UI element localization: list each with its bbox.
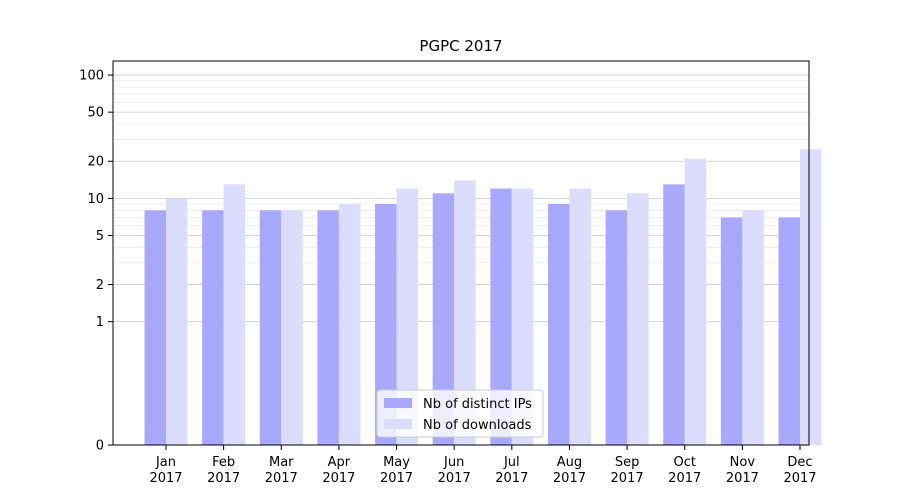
x-tick-label-month: Oct [673,455,695,470]
x-tick-label-month: Nov [730,455,756,470]
x-tick-label-year: 2017 [265,471,298,486]
x-tick-label-year: 2017 [438,471,471,486]
legend-box [376,389,544,438]
bar-distinct-ips [259,210,282,445]
y-tick-label: 1 [96,315,104,330]
x-tick-label-month: May [383,455,410,470]
x-tick-label-month: Feb [212,455,235,470]
bar-downloads [338,204,361,445]
bar-distinct-ips [778,217,800,445]
x-axis: Jan2017Feb2017Mar2017Apr2017May2017Jun20… [149,445,817,486]
bar-distinct-ips [144,210,166,445]
bar-distinct-ips [490,188,512,446]
x-tick-label-month: Jun [443,455,464,470]
x-tick-label-year: 2017 [207,471,240,486]
x-tick-label-year: 2017 [322,471,355,486]
legend-label: Nb of distinct IPs [423,397,532,412]
y-tick-label: 0 [96,439,104,454]
bar-downloads [511,188,534,446]
bars [144,149,822,446]
bar-distinct-ips [375,204,397,445]
x-tick-label-year: 2017 [611,471,644,486]
x-tick-label-month: Jul [503,455,520,470]
bar-downloads [684,158,707,445]
y-tick-label: 2 [96,278,104,293]
y-tick-label: 10 [87,192,104,207]
x-tick-label-month: Apr [328,455,351,470]
bar-downloads [569,188,591,446]
x-tick-label-year: 2017 [668,471,701,486]
bar-distinct-ips [317,210,339,445]
x-tick-label-month: Mar [269,455,294,470]
bar-downloads [166,198,188,445]
legend-label: Nb of downloads [423,418,532,433]
y-tick-label: 50 [87,106,104,121]
chart-title: PGPC 2017 [419,37,502,55]
bar-downloads [454,180,476,445]
bar-distinct-ips [720,217,743,445]
x-tick-label-month: Aug [557,455,582,470]
bar-distinct-ips [547,204,570,445]
x-tick-label-month: Sep [615,455,640,470]
bar-downloads [742,210,764,445]
legend: Nb of distinct IPs Nb of downloads [376,389,544,438]
y-tick-label: 5 [96,229,104,244]
x-tick-label-year: 2017 [783,471,816,486]
x-tick-label-year: 2017 [495,471,528,486]
x-tick-label-year: 2017 [149,471,182,486]
x-tick-label-month: Dec [787,455,812,470]
x-tick-label-year: 2017 [726,471,759,486]
legend-swatch [384,419,412,429]
bar-downloads [800,149,822,445]
bar-downloads [627,193,649,445]
bar-distinct-ips [432,193,455,445]
y-axis: 0 1 2 5 10 20 50 100 [79,69,113,454]
y-tick-label: 20 [87,155,104,170]
x-tick-label-year: 2017 [553,471,586,486]
bar-distinct-ips [663,184,685,445]
x-tick-label-month: Jan [155,455,176,470]
plot-frame [112,60,810,446]
bar-distinct-ips [202,210,224,445]
x-tick-label-year: 2017 [380,471,413,486]
y-tick-label: 100 [79,69,104,84]
bar-distinct-ips [605,210,628,445]
bar-downloads [281,210,303,445]
bar-downloads [223,184,246,445]
bar-downloads [396,188,419,446]
legend-swatch [384,398,412,408]
